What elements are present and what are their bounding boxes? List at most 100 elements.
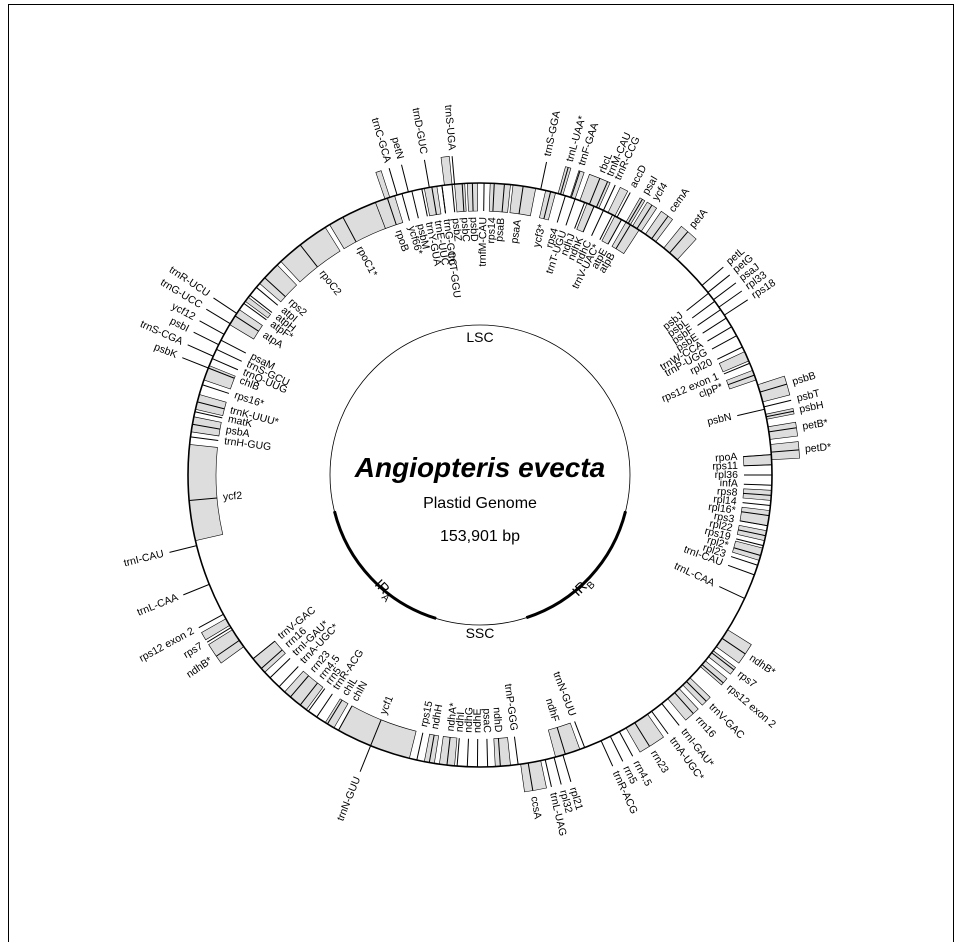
gene-label: rpl36 [715, 469, 739, 481]
gene-tick [316, 693, 333, 718]
gene-label: psbN [706, 411, 733, 428]
gene-tick [669, 231, 689, 254]
gene-label: ndhF [543, 697, 561, 723]
gene-tick [189, 497, 218, 501]
gene-label: psbB [791, 370, 817, 388]
gene-tick [651, 710, 669, 735]
gene-label: rpl16* [708, 501, 737, 517]
gene-label: rps14 [485, 217, 498, 244]
gene-tick [260, 649, 283, 669]
gene-label: ycf2 [222, 490, 242, 504]
gene-tick [501, 183, 505, 212]
gene-tick [560, 167, 569, 195]
gene-tick [602, 184, 616, 211]
gene-tick [527, 762, 534, 791]
gene-tick [553, 757, 562, 785]
gene-tick [255, 286, 279, 306]
region-lsc-label: LSC [466, 329, 493, 345]
gene-label: rpl14 [713, 493, 738, 507]
gene-tick [711, 335, 737, 350]
gene-tick [289, 675, 309, 698]
gene-label: psbH [798, 399, 824, 416]
gene-tick [591, 210, 604, 236]
region-ssc-label: SSC [466, 625, 495, 641]
gene-tick [724, 299, 749, 316]
gene-tick [307, 688, 326, 712]
region-ring [329, 324, 631, 626]
gene-tick [208, 367, 235, 379]
gene-label: ndhH [429, 703, 445, 730]
irb-arc [525, 510, 627, 620]
gene-block [338, 705, 417, 759]
gene-label: trnS-UGA [442, 104, 458, 150]
gene-tick [733, 547, 761, 556]
gene-tick [686, 292, 709, 312]
gene-tick [691, 300, 716, 319]
svg-text:IRB: IRB [569, 573, 598, 602]
gene-block [284, 670, 324, 711]
gene-label: ndhE [472, 708, 484, 733]
gene-tick [192, 423, 221, 430]
gene-tick [599, 214, 614, 241]
gene-tick [636, 204, 653, 229]
gene-tick [759, 383, 787, 393]
gene-tick [278, 666, 299, 688]
gene-tick [739, 520, 768, 527]
gene-tick [707, 274, 731, 293]
gene-block [739, 506, 771, 527]
gene-tick [411, 190, 419, 219]
gene-tick [609, 736, 624, 762]
gene-block [718, 351, 750, 373]
gene-tick [182, 357, 209, 369]
gene-tick [252, 640, 276, 660]
gene-tick [446, 737, 451, 766]
gene-block [493, 737, 511, 767]
gene-tick [456, 738, 460, 767]
gene-tick [616, 192, 631, 218]
gene-tick [743, 483, 772, 486]
gene-tick [595, 181, 609, 208]
gene-tick [582, 206, 595, 233]
gene-label: trnI-CAU [123, 548, 166, 570]
gene-tick [249, 294, 273, 313]
gene-tick [486, 738, 489, 767]
gene-tick [723, 362, 750, 375]
gene-label: petB* [802, 417, 829, 433]
gene-label: psbM [414, 223, 432, 251]
gene-tick [768, 427, 797, 433]
gene-tick [194, 411, 223, 419]
gene-tick [707, 326, 732, 342]
gene-tick [423, 159, 430, 188]
gene-tick [299, 244, 318, 268]
gene-label: ndhA* [445, 702, 460, 732]
gene-tick [570, 170, 581, 198]
gene-tick [206, 308, 231, 325]
gene-label: psbZ [450, 218, 464, 243]
gene-tick [634, 722, 650, 747]
gene-block [375, 170, 391, 200]
gene-label: cemA [667, 186, 692, 215]
gene-block [757, 375, 791, 403]
gene-tick [717, 346, 743, 360]
gene-tick [199, 320, 225, 335]
gene-tick [627, 199, 643, 224]
gene-label: rps11 [712, 460, 738, 473]
gene-label: rpl22 [708, 518, 733, 535]
gene-label: ndhB* [747, 652, 777, 678]
gene-tick [540, 161, 548, 190]
gene-tick [197, 401, 225, 410]
gene-tick [416, 732, 424, 761]
gene-label: ycf1 [378, 694, 396, 716]
gene-tick [466, 738, 469, 767]
gene-label: rps4 [544, 226, 561, 249]
gene-tick [169, 545, 197, 553]
genome-subtitle: Plastid Genome [423, 495, 537, 512]
gene-tick [220, 339, 247, 354]
gene-label: ccsA [528, 796, 544, 820]
gene-label: petA [687, 207, 710, 231]
gene-tick [471, 183, 474, 212]
gene-tick [738, 529, 766, 537]
gene-block [454, 183, 467, 213]
gene-label: rpoC1* [354, 244, 380, 278]
